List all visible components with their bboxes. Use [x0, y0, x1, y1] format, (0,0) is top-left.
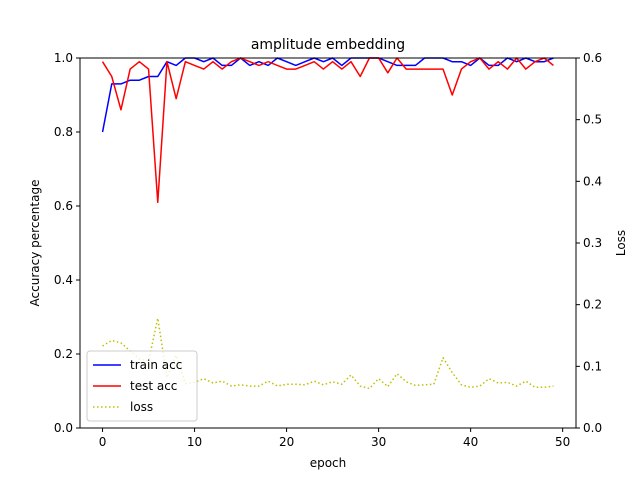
y2-tick-label: 0.4 [583, 174, 602, 188]
x-tick-label: 50 [555, 435, 570, 449]
y2-tick-label: 0.2 [583, 298, 602, 312]
y2-tick-label: 0.5 [583, 113, 602, 127]
x-tick-label: 20 [279, 435, 294, 449]
y2-tick-label: 0.3 [583, 236, 602, 250]
legend-label-train-acc: train acc [130, 358, 182, 372]
legend-box [86, 350, 198, 422]
y-tick-label: 0.6 [54, 199, 73, 213]
legend-label-loss: loss [130, 400, 153, 414]
x-tick-label: 30 [371, 435, 386, 449]
chart-title: amplitude embedding [251, 37, 405, 53]
series-line-test-acc [101, 57, 554, 204]
y-axis-label: Accuracy percentage [28, 180, 42, 307]
y2-axis-label: Loss [614, 230, 628, 256]
legend: train acc test acc loss [86, 350, 198, 422]
y-tick-label: 0.0 [54, 421, 73, 435]
y2-tick-label: 0.0 [583, 421, 602, 435]
y-tick-label: 0.2 [54, 347, 73, 361]
y-axis-ticks: 0.0 0.2 0.4 0.6 0.8 1.0 [54, 51, 80, 435]
y-tick-label: 0.4 [54, 273, 73, 287]
y-tick-label: 1.0 [54, 51, 73, 65]
x-tick-label: 0 [99, 435, 107, 449]
series-layer [101, 57, 554, 390]
legend-label-test-acc: test acc [130, 379, 177, 393]
x-tick-label: 40 [463, 435, 478, 449]
y2-tick-label: 0.6 [583, 51, 602, 65]
y2-tick-label: 0.1 [583, 359, 602, 373]
x-tick-label: 10 [187, 435, 202, 449]
y-tick-label: 0.8 [54, 125, 73, 139]
y2-axis-ticks: 0.0 0.1 0.2 0.3 0.4 0.5 0.6 [576, 51, 602, 435]
x-axis-ticks: 0 10 20 30 40 50 [99, 428, 570, 449]
x-axis-label: epoch [310, 456, 347, 470]
